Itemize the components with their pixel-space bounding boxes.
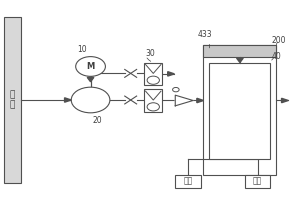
Polygon shape [282,98,288,103]
Text: 433: 433 [198,30,212,48]
Bar [4,17,21,183]
Polygon shape [197,98,203,103]
Text: 20: 20 [92,116,102,125]
Text: 40: 40 [272,52,282,61]
Text: 10: 10 [77,45,87,54]
Circle shape [147,76,159,84]
Circle shape [71,87,110,113]
Circle shape [147,103,159,111]
Polygon shape [64,98,71,102]
Polygon shape [168,72,174,76]
Text: 200: 200 [272,36,286,45]
Bar [144,63,163,85]
Bar [203,45,276,57]
Bar [175,175,200,188]
Text: 烟
道: 烟 道 [10,90,15,110]
Text: 30: 30 [146,49,155,58]
Bar [209,63,270,159]
Text: M: M [86,62,95,71]
Text: 氢气: 氢气 [183,177,193,186]
Circle shape [172,87,179,92]
Polygon shape [87,77,94,82]
Circle shape [76,57,105,76]
Polygon shape [237,58,243,63]
Text: 空气: 空气 [253,177,262,186]
Bar [203,45,276,175]
Bar [245,175,270,188]
Bar [144,89,163,112]
Polygon shape [175,95,193,106]
